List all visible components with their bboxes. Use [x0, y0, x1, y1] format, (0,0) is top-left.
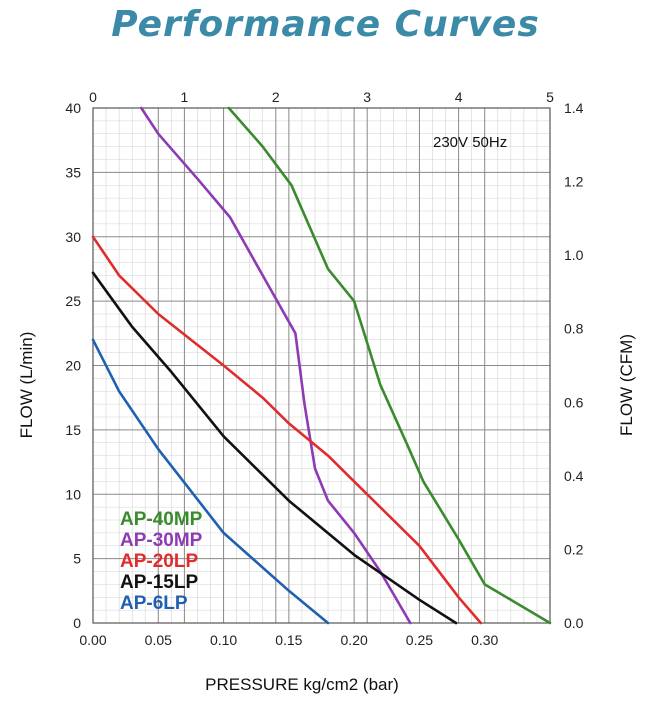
x-axis-label: PRESSURE kg/cm2 (bar) — [205, 675, 399, 694]
y2-tick-label: 1.2 — [564, 174, 584, 190]
chart-title: Performance Curves — [111, 4, 540, 45]
series-line-ap-15lp — [91, 271, 458, 625]
legend-entry-ap-20lp: AP-20LP — [120, 551, 198, 572]
y2-tick-label: 0.8 — [564, 321, 584, 337]
y-tick-label: 25 — [65, 293, 81, 309]
y2-tick-label: 1.4 — [564, 100, 584, 116]
x2-tick-label: 1 — [181, 89, 189, 105]
x-tick-label: 0.10 — [210, 632, 237, 648]
ticks-layer: 0.00 0.05 0.10 0.15 0.20 0.25 0.30 0 1 2 3 4 5 0 5 10 15… — [65, 89, 583, 648]
series-line-ap-6lp — [91, 338, 330, 625]
major-grid — [93, 108, 550, 623]
y2-tick-label: 1.0 — [564, 247, 584, 263]
x-tick-label: 0.15 — [275, 632, 302, 648]
y-tick-label: 0 — [73, 615, 81, 631]
voltage-annotation: 230V 50Hz — [433, 134, 507, 151]
legend-entry-ap-30mp: AP-30MP — [120, 530, 203, 551]
x2-tick-label: 3 — [363, 89, 371, 105]
y-tick-label: 10 — [65, 486, 81, 502]
plot-frame — [92, 107, 551, 624]
series-line-ap-20lp — [91, 235, 483, 625]
x2-tick-label: 4 — [455, 89, 463, 105]
x2-tick-label: 0 — [89, 89, 97, 105]
legend-entry-ap-15lp: AP-15LP — [120, 572, 198, 593]
y-tick-label: 30 — [65, 229, 81, 245]
legend-entry-ap-40mp: AP-40MP — [120, 509, 203, 530]
y2-tick-label: 0.0 — [564, 615, 584, 631]
y-tick-label: 15 — [65, 422, 81, 438]
legend-entry-ap-6lp: AP-6LP — [120, 593, 188, 614]
x-tick-label: 0.30 — [471, 632, 498, 648]
y2-tick-label: 0.2 — [564, 541, 584, 557]
series-line-ap-40mp — [227, 106, 552, 625]
y2-tick-label: 0.6 — [564, 394, 584, 410]
series-layer — [91, 106, 552, 625]
y2-tick-label: 0.4 — [564, 468, 584, 484]
y-axis-label: FLOW (L/min) — [17, 332, 36, 439]
y2-axis-label: FLOW (CFM) — [617, 334, 636, 436]
x-tick-label: 0.25 — [406, 632, 433, 648]
series-line-ap-30mp — [140, 106, 412, 625]
x2-tick-label: 2 — [272, 89, 280, 105]
x-tick-label: 0.05 — [145, 632, 172, 648]
x2-tick-label: 5 — [546, 89, 554, 105]
y-tick-label: 20 — [65, 358, 81, 374]
y-tick-label: 35 — [65, 164, 81, 180]
x-tick-label: 0.00 — [79, 632, 106, 648]
y-tick-label: 40 — [65, 100, 81, 116]
x-tick-label: 0.20 — [341, 632, 368, 648]
y-tick-label: 5 — [73, 551, 81, 567]
